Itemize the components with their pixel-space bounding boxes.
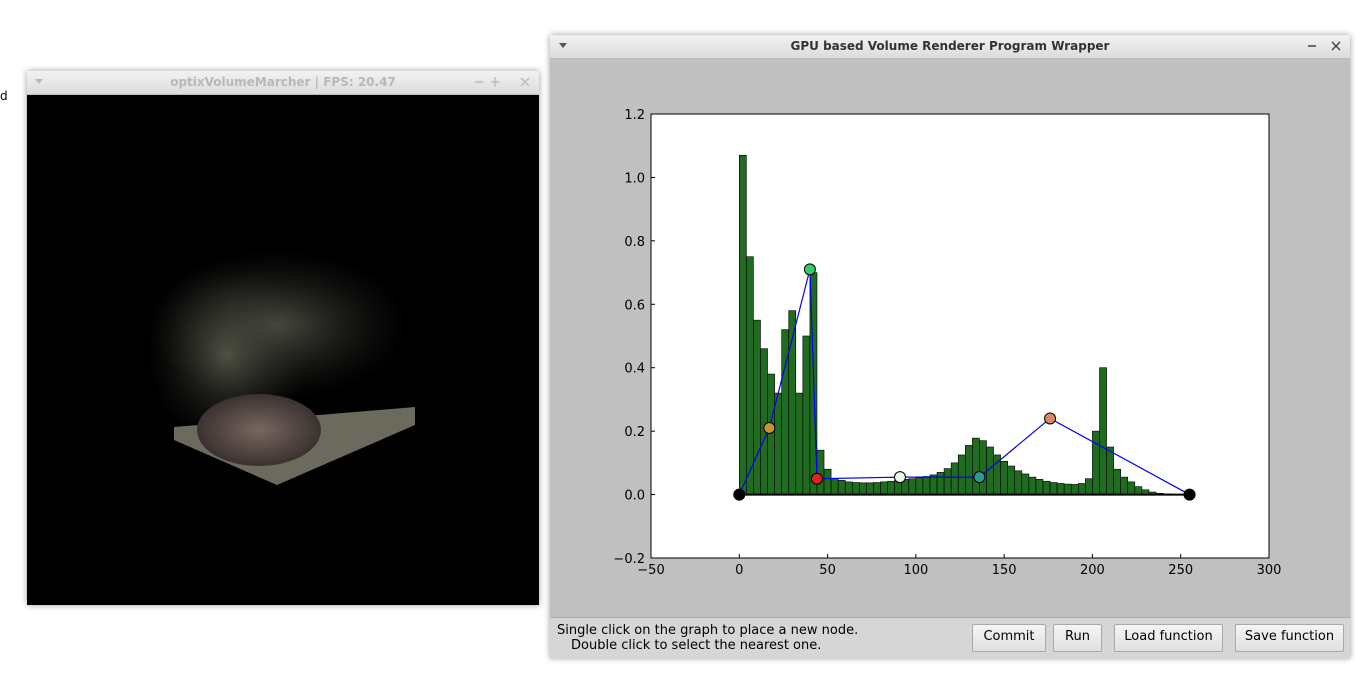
title-bar: optixVolumeMarcher | FPS: 20.47 [27, 71, 539, 95]
run-button[interactable]: Run [1053, 624, 1102, 652]
edge-text: d [0, 89, 8, 103]
window-title: optixVolumeMarcher | FPS: 20.47 [170, 75, 396, 89]
menu-icon[interactable] [559, 43, 567, 49]
bottom-panel: Single click on the graph to place a new… [550, 617, 1350, 659]
window-controls[interactable] [1308, 41, 1342, 51]
menu-icon[interactable] [35, 79, 43, 85]
load-button[interactable]: Load function [1114, 624, 1223, 652]
render-window: optixVolumeMarcher | FPS: 20.47 [27, 71, 539, 605]
volume-render [147, 250, 415, 485]
window-controls[interactable] [475, 77, 531, 87]
window-title: GPU based Volume Renderer Program Wrappe… [790, 39, 1110, 53]
title-bar: GPU based Volume Renderer Program Wrappe… [550, 35, 1350, 59]
instruction: Single click on the graph to place a new… [557, 623, 859, 638]
main-window: GPU based Volume Renderer Program Wrappe… [550, 35, 1350, 659]
commit-button[interactable]: Commit [972, 624, 1046, 652]
save-button[interactable]: Save function [1235, 624, 1344, 652]
instruction: Double click to select the nearest one. [571, 638, 822, 653]
